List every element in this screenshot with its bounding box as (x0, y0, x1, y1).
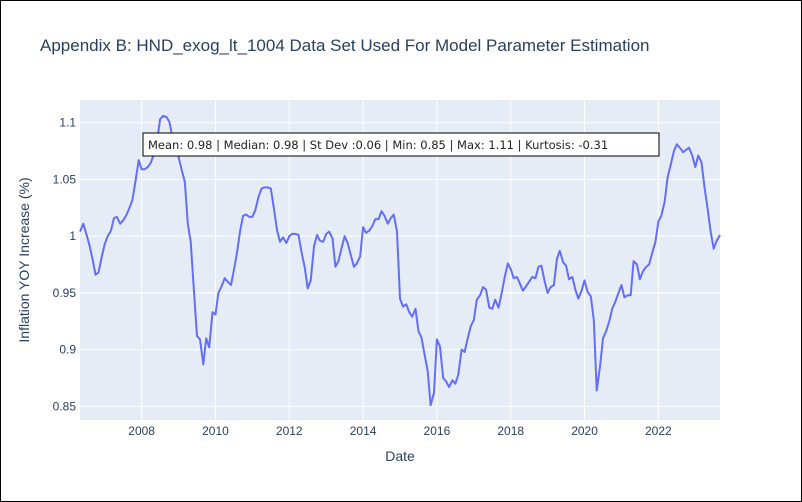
x-tick-label: 2020 (571, 424, 598, 438)
x-tick-label: 2016 (424, 424, 451, 438)
x-tick-label: 2010 (202, 424, 229, 438)
series-line[interactable] (79, 114, 721, 407)
x-tick-label: 2018 (497, 424, 524, 438)
y-tick-label: 1 (69, 229, 76, 243)
chart-title: Appendix B: HND_exog_lt_1004 Data Set Us… (40, 36, 649, 55)
x-tick-label: 2022 (645, 424, 672, 438)
x-axis-title: Date (385, 448, 415, 464)
y-tick-label: 1.05 (53, 172, 77, 186)
y-tick-label: 0.9 (59, 343, 76, 357)
y-tick-label: 0.95 (53, 286, 77, 300)
y-gridlines (80, 122, 720, 407)
x-tick-label: 2014 (350, 424, 377, 438)
x-tick-labels: 2008 2010 2012 2014 2016 2018 2020 2022 (128, 424, 672, 438)
y-axis-title: Inflation YOY Increase (%) (16, 177, 32, 342)
y-tick-label: 1.1 (59, 116, 76, 130)
stats-annotation: Mean: 0.98 | Median: 0.98 | St Dev :0.06… (148, 138, 608, 152)
x-tick-label: 2008 (128, 424, 155, 438)
x-tick-label: 2012 (276, 424, 303, 438)
y-tick-label: 0.85 (53, 399, 77, 413)
y-tick-labels: 0.85 0.9 0.95 1 1.05 1.1 (53, 116, 77, 414)
stats-annotation-box (142, 132, 660, 157)
